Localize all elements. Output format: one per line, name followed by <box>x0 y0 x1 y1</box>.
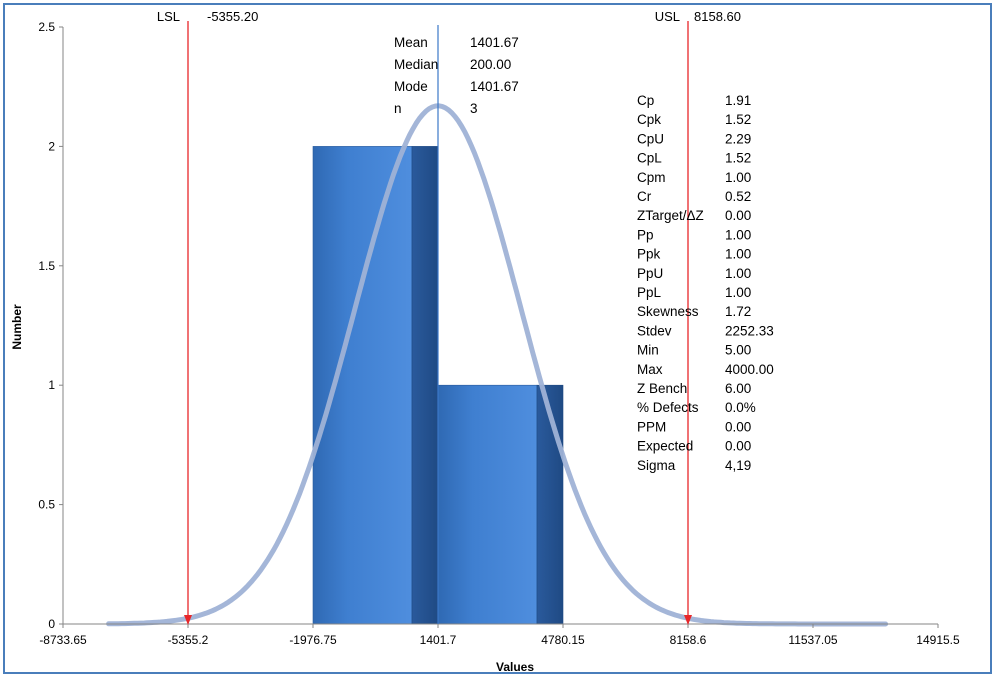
x-tick-label: 8158.6 <box>670 633 707 647</box>
capability-stat-label: % Defects <box>637 400 699 415</box>
capability-stat-value: 1.00 <box>725 266 751 281</box>
y-tick-label: 2.5 <box>38 20 55 34</box>
capability-stat-value: 1.00 <box>725 247 751 262</box>
capability-stat-value: 1.52 <box>725 112 751 127</box>
summary-stat-value: 1401.67 <box>470 79 519 94</box>
capability-stat-label: Expected <box>637 439 693 454</box>
capability-stat-label: Skewness <box>637 304 699 319</box>
capability-stat-value: 0.0% <box>725 400 756 415</box>
y-axis-title: Number <box>10 304 24 350</box>
x-tick-label: 1401.7 <box>420 633 457 647</box>
capability-stat-label: PpL <box>637 285 662 300</box>
histogram-bar-side <box>411 146 439 625</box>
lsl-arrowhead <box>184 615 192 625</box>
x-axis-title: Values <box>496 660 534 674</box>
capability-stat-label: Max <box>637 362 663 377</box>
capability-stat-value: 1.00 <box>725 285 751 300</box>
x-tick-label: -5355.2 <box>168 633 209 647</box>
histogram-chart: 00.511.522.5-8733.65 -5355.2 -1976.75 1401.… <box>10 9 960 674</box>
capability-stat-label: Cp <box>637 93 654 108</box>
histogram-bars <box>312 146 564 625</box>
summary-stat-label: Mean <box>394 35 428 50</box>
chart-frame: 0 0.5 1 1.5 2 2.5 -8733.65 -5355.2 -1976.75 1401.… <box>3 3 992 674</box>
capability-stat-label: PpU <box>637 266 663 281</box>
summary-stat-label: Median <box>394 57 438 72</box>
statistics-panel: Mean 1401.67 Median 200.00 Mode 1401.67 n 3 Cp 1.… <box>394 35 774 473</box>
capability-stat-value: 1.00 <box>725 227 751 242</box>
capability-stat-value: 0.00 <box>725 439 751 454</box>
capability-stat-value: 0.52 <box>725 189 751 204</box>
capability-stat-label: CpU <box>637 131 664 146</box>
axes: 00.511.522.5-8733.65 -5355.2 -1976.75 1401.… <box>38 20 960 647</box>
histogram-bar <box>437 384 538 625</box>
x-tick-label: -8733.65 <box>39 633 87 647</box>
lsl-value: -5355.20 <box>207 9 258 24</box>
usl-value: 8158.60 <box>694 9 741 24</box>
capability-stat-label: CpL <box>637 151 662 166</box>
capability-stat-label: Cr <box>637 189 652 204</box>
summary-stat-value: 200.00 <box>470 57 511 72</box>
capability-stat-label: Min <box>637 343 659 358</box>
y-tick-label: 1 <box>48 378 55 392</box>
y-tick-label: 0.5 <box>38 498 55 512</box>
capability-stat-value: 5.00 <box>725 343 751 358</box>
spec-limits: LSL -5355.20 USL 8158.60 <box>157 9 741 625</box>
capability-stat-value: 0.00 <box>725 419 751 434</box>
capability-stat-label: Cpm <box>637 170 666 185</box>
capability-stat-label: Sigma <box>637 458 676 473</box>
usl-arrowhead <box>684 615 692 625</box>
x-tick-label: -1976.75 <box>289 633 337 647</box>
capability-stat-label: Pp <box>637 227 654 242</box>
summary-stat-label: n <box>394 101 402 116</box>
histogram-bar-side <box>536 384 564 625</box>
histogram-bar <box>312 146 413 625</box>
capability-stat-label: Stdev <box>637 323 672 338</box>
capability-stat-label: Z Bench <box>637 381 687 396</box>
capability-stat-value: 6.00 <box>725 381 751 396</box>
capability-stat-value: 1.72 <box>725 304 751 319</box>
summary-stat-value: 1401.67 <box>470 35 519 50</box>
capability-stat-label: Cpk <box>637 112 661 127</box>
capability-stat-value: 0.00 <box>725 208 751 223</box>
capability-stat-value: 2.29 <box>725 131 751 146</box>
y-tick-label: 1.5 <box>38 259 55 273</box>
capability-stat-value: 1.91 <box>725 93 751 108</box>
capability-stat-label: ZTarget/ΔZ <box>637 208 704 223</box>
summary-stat-value: 3 <box>470 101 478 116</box>
capability-stat-value: 4000.00 <box>725 362 774 377</box>
y-tick-label: 2 <box>48 139 55 153</box>
x-tick-label: 4780.15 <box>541 633 585 647</box>
capability-stat-label: PPM <box>637 419 666 434</box>
x-tick-label: 14915.5 <box>916 633 960 647</box>
y-tick-label: 0 <box>48 617 55 631</box>
capability-stat-label: Ppk <box>637 247 661 262</box>
capability-stat-value: 2252.33 <box>725 323 774 338</box>
capability-stat-value: 1.00 <box>725 170 751 185</box>
lsl-label: LSL <box>157 9 180 24</box>
usl-label: USL <box>655 9 680 24</box>
capability-stat-value: 1.52 <box>725 151 751 166</box>
capability-stat-value: 4,19 <box>725 458 751 473</box>
summary-stat-label: Mode <box>394 79 428 94</box>
x-tick-label: 11537.05 <box>788 633 837 647</box>
